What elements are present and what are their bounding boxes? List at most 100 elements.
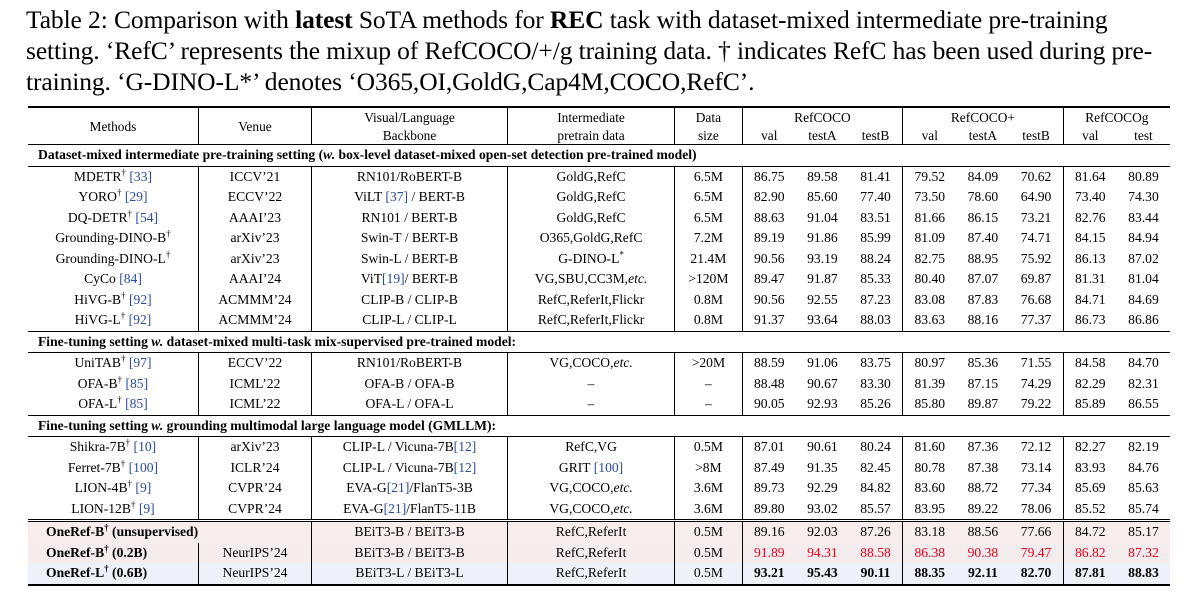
venue-cell: arXiv’23 — [198, 228, 313, 249]
score-cell: 85.33 — [848, 269, 904, 290]
data-size-cell: – — [674, 394, 743, 415]
score-cell: 86.75 — [753, 168, 785, 184]
score-cell: 76.68 — [1009, 289, 1064, 310]
section-title: Dataset-mixed intermediate pre-training … — [38, 147, 697, 163]
score-cell: 88.95 — [967, 250, 999, 266]
col-methods: Methods — [28, 107, 199, 145]
citation: [54] — [135, 209, 159, 225]
score-cell: 84.69 — [1128, 291, 1159, 307]
score-cell: 87.15 — [967, 375, 999, 391]
score-cell: 69.87 — [1009, 269, 1064, 290]
score-cell: 82.70 — [1009, 563, 1064, 585]
backbone-cell: EVA-G[21]/FlanT5-11B — [311, 498, 509, 521]
score-cell: 83.95 — [914, 500, 946, 516]
venue-cell: ICML’22 — [198, 394, 313, 415]
score-cell: 85.63 — [1128, 480, 1159, 496]
col-pretrain-2: pretrain data — [507, 126, 676, 145]
score-cell: 90.05 — [753, 396, 785, 412]
method-name: OFA-B† [85] — [28, 373, 199, 394]
score-cell: 87.36 — [967, 439, 999, 455]
score-cell: 84.72 — [1063, 520, 1117, 543]
score-cell: 83.93 — [1075, 459, 1106, 475]
score-cell: 92.55 — [807, 291, 838, 307]
table-row: YORO† [29] ECCV’22 ViLT [37] / BERT-B GoldG… — [28, 187, 1170, 208]
score-cell: 74.30 — [1128, 189, 1159, 205]
table-caption: Table 2: Comparison with latest SoTA met… — [26, 4, 1176, 97]
score-cell: 80.97 — [914, 355, 946, 371]
score-cell: 86.38 — [902, 542, 957, 563]
pretrain-data-cell: RefC,ReferIt — [507, 542, 676, 563]
caption-text: Table 2: Comparison with — [26, 5, 296, 34]
score-cell: 88.63 — [753, 209, 785, 225]
citation: [12] — [453, 459, 477, 475]
venue-cell: NeurIPS’24 — [198, 542, 313, 563]
score-cell: 81.66 — [914, 209, 946, 225]
score-cell: 88.16 — [967, 312, 999, 328]
backbone-cell: RN101/RoBERT-B — [311, 166, 509, 187]
backbone-cell: BEiT3-B / BEiT3-B — [311, 542, 509, 563]
citation: [33] — [129, 168, 153, 184]
score-cell: 89.87 — [967, 396, 999, 412]
section-title: Fine-tuning setting w. dataset-mixed mul… — [38, 333, 517, 349]
citation: [85] — [125, 375, 149, 391]
score-cell: 92.03 — [795, 520, 849, 543]
venue-cell: NeurIPS’24 — [198, 563, 313, 585]
score-cell: 93.19 — [807, 250, 838, 266]
score-cell: 83.51 — [848, 207, 904, 228]
score-cell: 91.37 — [753, 312, 785, 328]
data-size-cell: 0.5M — [674, 436, 743, 458]
method-name: Grounding-DINO-B† — [28, 228, 199, 249]
score-cell: 81.31 — [1075, 271, 1106, 287]
score-cell: 81.39 — [914, 375, 946, 391]
score-cell: 87.01 — [753, 439, 785, 455]
data-size-cell: 3.6M — [674, 478, 743, 499]
venue-cell: ICCV’21 — [198, 166, 313, 187]
score-cell: 84.76 — [1128, 459, 1159, 475]
score-cell: 78.60 — [967, 189, 999, 205]
score-cell: 81.04 — [1128, 271, 1159, 287]
score-cell: 88.83 — [1116, 563, 1170, 585]
method-name: Ferret-7B† [100] — [28, 457, 199, 478]
score-cell: 84.58 — [1075, 355, 1106, 371]
data-size-cell: 7.2M — [674, 228, 743, 249]
score-cell: 87.38 — [967, 459, 999, 475]
col-refcocop: RefCOCO+ — [902, 107, 1064, 126]
col-backbone-1: Visual/Language — [311, 107, 509, 126]
score-cell: 87.26 — [848, 520, 904, 543]
backbone-cell: CLIP-L / Vicuna-7B[12] — [311, 436, 509, 458]
table-row: Shikra-7B† [10] arXiv’23 CLIP-L / Vicuna-7… — [28, 436, 1170, 458]
score-cell: 92.93 — [807, 396, 838, 412]
score-cell: 88.72 — [967, 480, 999, 496]
score-cell: 89.58 — [807, 168, 838, 184]
col-testA: testA — [968, 127, 998, 143]
data-size-cell: 0.5M — [674, 542, 743, 563]
score-cell: 91.04 — [807, 209, 838, 225]
score-cell: 64.90 — [1009, 187, 1064, 208]
score-cell: 86.55 — [1128, 396, 1159, 412]
citation: [21] — [386, 480, 410, 496]
pretrain-data-cell: GoldG,RefC — [507, 207, 676, 228]
citation: [97] — [128, 355, 152, 371]
venue-cell: ACMMM’24 — [198, 310, 313, 331]
score-cell: 87.40 — [967, 230, 999, 246]
citation: [9] — [138, 500, 155, 516]
score-cell: 84.15 — [1075, 230, 1106, 246]
data-size-cell: 21.4M — [674, 248, 743, 269]
venue-cell: arXiv’23 — [198, 248, 313, 269]
backbone-cell: CLIP-L / CLIP-L — [311, 310, 509, 331]
score-cell: 77.40 — [848, 187, 904, 208]
col-venue: Venue — [198, 107, 313, 145]
score-cell: 91.86 — [807, 230, 838, 246]
score-cell: 70.62 — [1009, 166, 1064, 187]
score-cell: 82.31 — [1128, 375, 1159, 391]
score-cell: 83.08 — [914, 291, 946, 307]
score-cell: 84.09 — [967, 168, 999, 184]
table-row: LION-4B† [9] CVPR’24 EVA-G[21]/FlanT5-3B VG… — [28, 478, 1170, 499]
pretrain-data-cell: GoldG,RefC — [507, 187, 676, 208]
venue-cell: ICML’22 — [198, 373, 313, 394]
venue-cell: CVPR’24 — [198, 478, 313, 499]
data-size-cell: 0.8M — [674, 289, 743, 310]
venue-cell: arXiv’23 — [198, 436, 313, 458]
score-cell: 77.66 — [1009, 520, 1064, 543]
table-row: HiVG-B† [92] ACMMM’24 CLIP-B / CLIP-B RefC,… — [28, 289, 1170, 310]
